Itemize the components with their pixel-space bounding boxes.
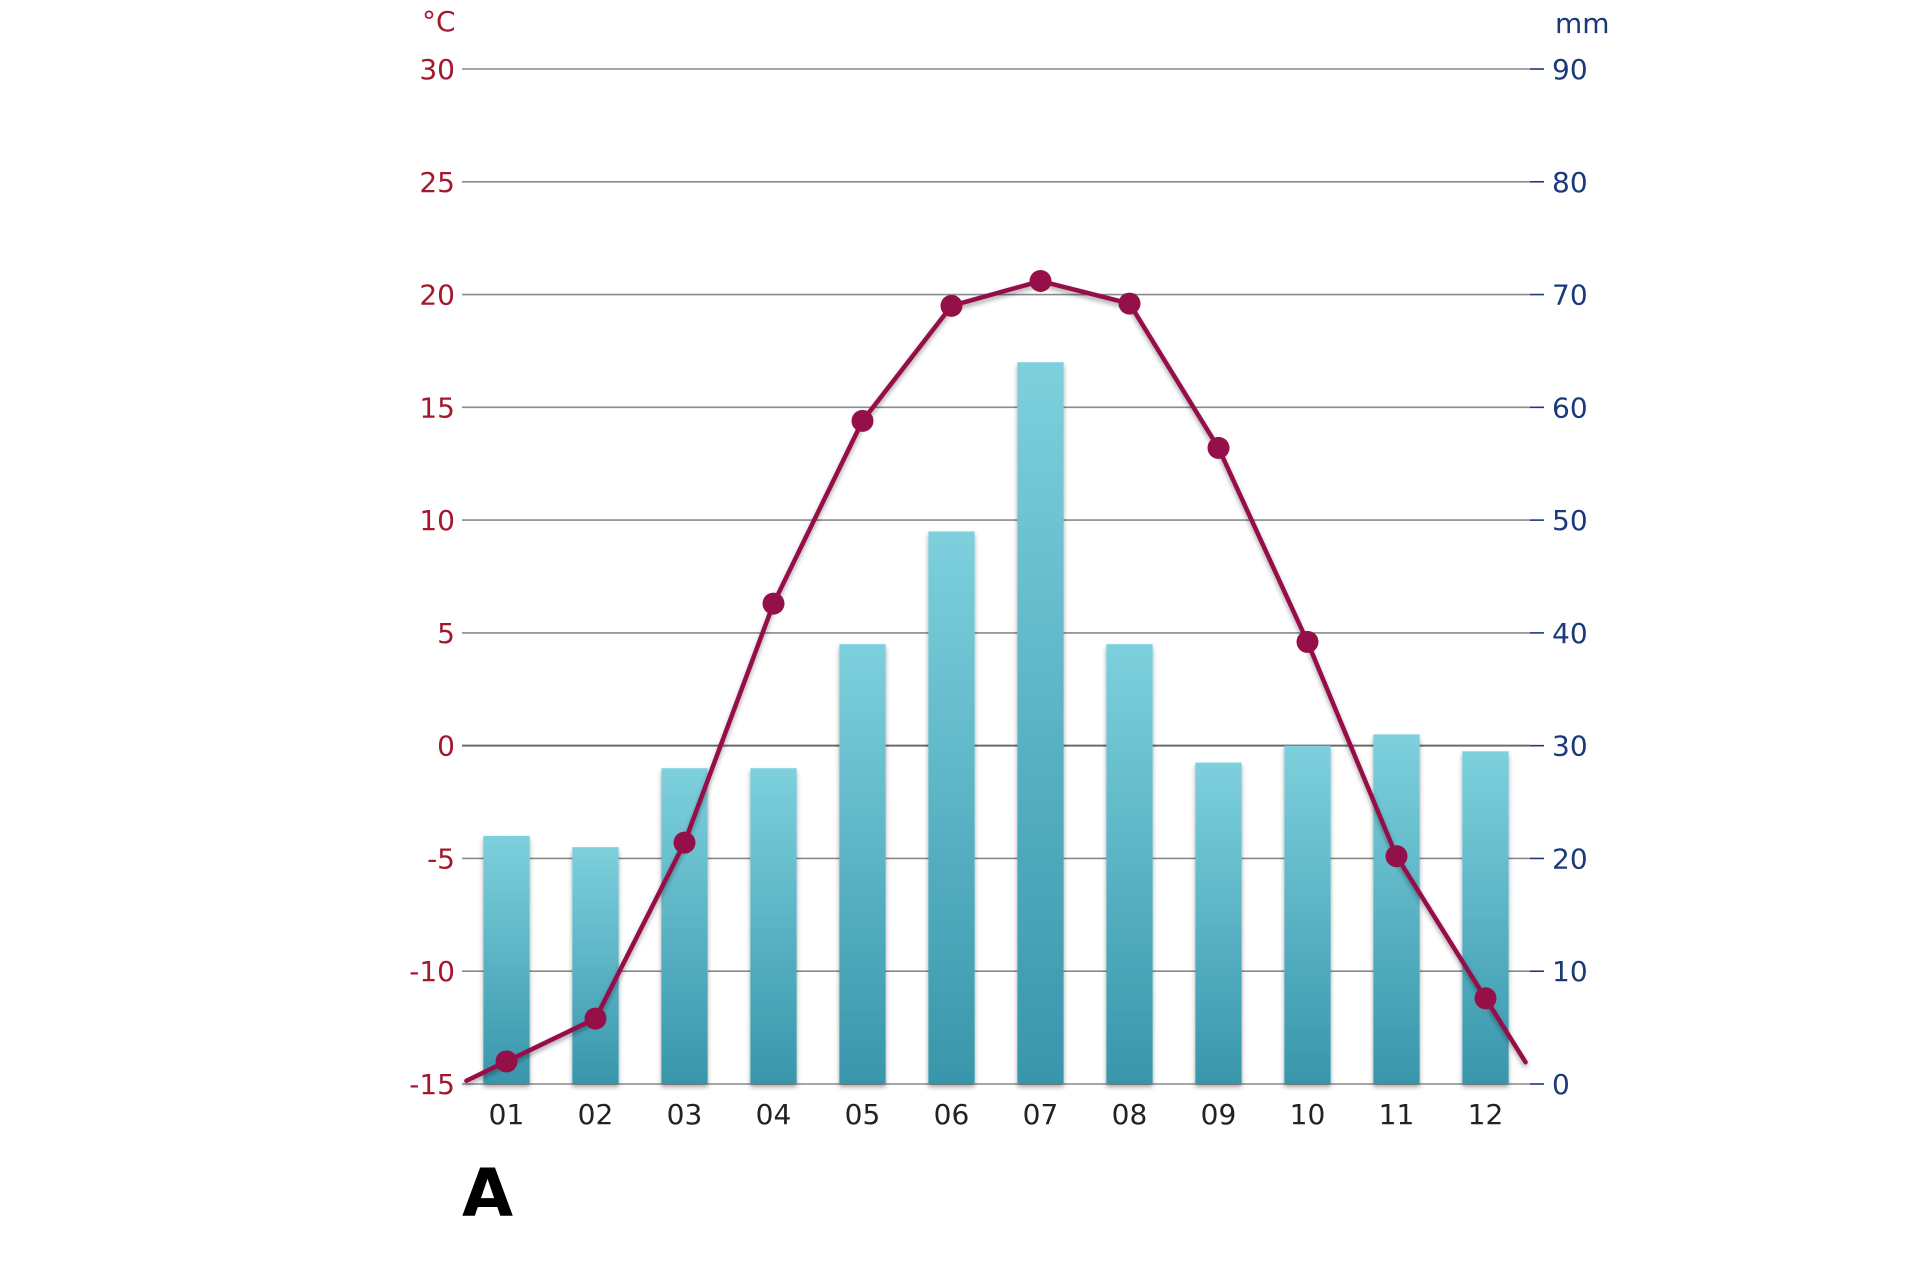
precipitation-bar: [483, 835, 530, 1084]
x-tick-label: 12: [1468, 1098, 1504, 1131]
right-tick-label: 10: [1552, 955, 1588, 988]
x-tick-label: 02: [578, 1098, 614, 1131]
x-tick-label: 01: [489, 1098, 525, 1131]
temperature-point: [940, 294, 963, 317]
x-tick-label: 09: [1201, 1098, 1237, 1131]
left-tick-label: 15: [419, 391, 455, 424]
x-tick-label: 03: [667, 1098, 703, 1131]
precipitation-bar: [1373, 734, 1420, 1084]
x-tick-label: 04: [756, 1098, 792, 1131]
left-tick-label: 0: [437, 730, 455, 763]
temperature-point: [584, 1007, 607, 1030]
precipitation-bar: [1284, 745, 1331, 1084]
temperature-point: [762, 592, 785, 615]
left-tick-label: -15: [409, 1068, 455, 1101]
right-tick-label: 90: [1552, 53, 1588, 86]
x-tick-label: 06: [934, 1098, 970, 1131]
x-tick-label: 10: [1290, 1098, 1326, 1131]
left-tick-label: -5: [427, 842, 455, 875]
precipitation-bar: [839, 644, 886, 1084]
x-tick-label: 08: [1112, 1098, 1148, 1131]
temperature-series-line: [464, 278, 1528, 1083]
right-axis-unit: mm: [1555, 7, 1610, 40]
right-tick-label: 50: [1552, 504, 1588, 537]
left-axis-unit: °C: [422, 5, 456, 38]
temperature-point: [1296, 630, 1319, 653]
x-tick-label: 07: [1023, 1098, 1059, 1131]
right-tick-label: 70: [1552, 279, 1588, 312]
precipitation-bar: [1017, 362, 1064, 1084]
temperature-point: [1118, 292, 1141, 315]
left-tick-label: 25: [419, 166, 455, 199]
precipitation-bar: [750, 768, 797, 1084]
left-tick-label: 5: [437, 617, 455, 650]
temperature-point: [1474, 987, 1497, 1010]
right-tick-label: 40: [1552, 617, 1588, 650]
right-tick-label: 30: [1552, 730, 1588, 763]
precipitation-bar: [661, 768, 708, 1084]
temperature-point: [851, 409, 874, 432]
temperature-line: [464, 270, 1528, 1083]
right-tick-label: 0: [1552, 1068, 1570, 1101]
precipitation-bar: [1106, 644, 1153, 1084]
left-tick-label: -10: [409, 955, 455, 988]
temperature-point: [673, 831, 696, 854]
x-tick-label: 11: [1379, 1098, 1415, 1131]
right-tick-label: 60: [1552, 391, 1588, 424]
precipitation-bar: [928, 531, 975, 1084]
temperature-point: [1207, 436, 1230, 459]
precipitation-bar: [1195, 762, 1242, 1084]
x-tick-label: 05: [845, 1098, 881, 1131]
precipitation-bar: [572, 847, 619, 1084]
left-tick-label: 20: [419, 279, 455, 312]
precipitation-bars: [483, 362, 1509, 1084]
right-tick-label: 80: [1552, 166, 1588, 199]
left-tick-label: 10: [419, 504, 455, 537]
temperature-point: [1029, 270, 1052, 293]
temperature-point: [495, 1050, 518, 1073]
temperature-point: [1385, 845, 1408, 868]
left-tick-label: 30: [419, 53, 455, 86]
right-tick-label: 20: [1552, 842, 1588, 875]
panel-label: A: [462, 1155, 513, 1232]
precipitation-bar: [1462, 751, 1509, 1084]
